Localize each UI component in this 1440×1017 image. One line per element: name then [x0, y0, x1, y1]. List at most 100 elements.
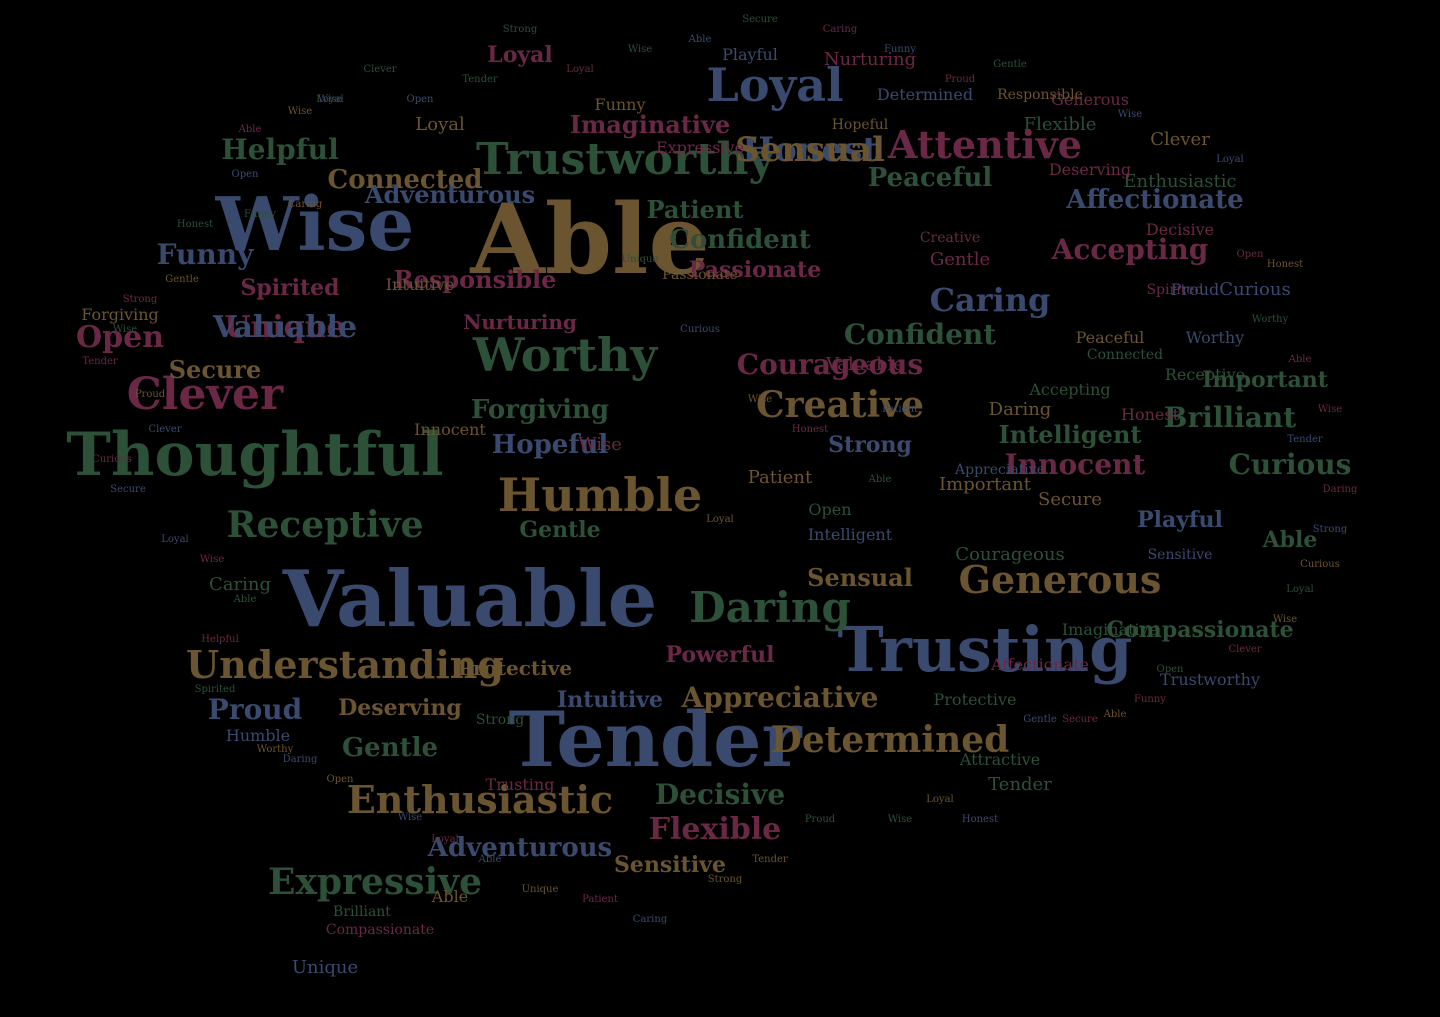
- cloud-word: Nurturing: [463, 310, 577, 334]
- cloud-word: Receptive: [226, 504, 424, 546]
- cloud-word: Gentle: [341, 733, 439, 763]
- cloud-word: Able: [238, 124, 262, 135]
- cloud-word: Valuable: [212, 310, 358, 345]
- cloud-word: Proud: [134, 389, 166, 400]
- cloud-word: Responsible: [997, 87, 1083, 103]
- cloud-word: Able: [1103, 709, 1127, 720]
- cloud-word: Deserving: [1048, 160, 1132, 179]
- cloud-word: Clever: [1228, 644, 1262, 655]
- cloud-word: Loyal: [431, 834, 459, 845]
- cloud-word: Intelligent: [998, 420, 1142, 449]
- cloud-word: Expressive: [655, 138, 745, 157]
- cloud-word: Wise: [1117, 109, 1143, 120]
- cloud-word: Valuable: [825, 354, 905, 375]
- cloud-word: Humble: [497, 468, 703, 522]
- cloud-word: Spirited: [194, 684, 236, 695]
- cloud-word: Patient: [582, 894, 618, 905]
- cloud-word: Strong: [502, 24, 538, 35]
- cloud-word: Able: [470, 183, 710, 296]
- cloud-word: Accepting: [1029, 380, 1111, 399]
- cloud-word: Affectionate: [991, 655, 1089, 674]
- cloud-word: Funny: [594, 95, 646, 114]
- cloud-word: Attractive: [959, 750, 1041, 769]
- cloud-word: Worthy: [1251, 314, 1289, 325]
- cloud-word: Tender: [752, 854, 788, 865]
- cloud-word: Loyal: [1286, 584, 1314, 595]
- cloud-word: Wise: [747, 394, 773, 405]
- cloud-word: Intuitive: [556, 687, 664, 713]
- cloud-word: Loyal: [706, 514, 734, 525]
- cloud-word: Funny: [1134, 694, 1166, 705]
- cloud-word: Compassionate: [325, 922, 435, 938]
- cloud-word: Affectionate: [1066, 185, 1244, 215]
- cloud-word: Generous: [1051, 90, 1129, 109]
- cloud-word: Strong: [828, 432, 912, 458]
- cloud-word: Loyal: [415, 114, 465, 135]
- cloud-word: Able: [868, 474, 892, 485]
- cloud-word: Unique: [224, 310, 346, 345]
- cloud-word: Patient: [882, 404, 918, 415]
- cloud-word: Appreciative: [955, 462, 1045, 478]
- cloud-word: Creative: [756, 384, 924, 426]
- cloud-word: Adventurous: [364, 180, 536, 209]
- cloud-word: Gentle: [1023, 714, 1057, 725]
- cloud-word: Confident: [843, 318, 997, 351]
- cloud-word: Confident: [669, 225, 811, 255]
- cloud-word: Loyal: [1216, 154, 1244, 165]
- cloud-word: Secure: [1062, 714, 1098, 725]
- cloud-word: Loyal: [706, 58, 844, 112]
- cloud-word: Open: [1156, 664, 1184, 675]
- cloud-word: Wise: [112, 324, 138, 335]
- cloud-word: Tender: [988, 774, 1052, 795]
- cloud-word: Innocent: [414, 420, 486, 439]
- cloud-word: Clever: [363, 64, 397, 75]
- cloud-word: Deserving: [338, 695, 462, 721]
- cloud-word: Proud: [804, 814, 836, 825]
- cloud-word: Able: [431, 887, 469, 906]
- cloud-word: Forgiving: [81, 305, 159, 324]
- cloud-word: Imaginative: [569, 110, 731, 139]
- cloud-word: Proud: [207, 693, 303, 726]
- cloud-word: Wise: [199, 554, 225, 565]
- cloud-word: Trusting: [485, 775, 555, 794]
- cloud-word: Secure: [1038, 489, 1102, 510]
- cloud-word: Connected: [327, 165, 483, 195]
- cloud-word: Loyal: [487, 42, 553, 68]
- cloud-word: Wise: [397, 812, 423, 823]
- cloud-word: Caring: [287, 199, 323, 210]
- cloud-word: Daring: [689, 583, 851, 632]
- cloud-word: Understanding: [186, 642, 504, 687]
- cloud-word: Determined: [876, 85, 974, 104]
- cloud-word: Flexible: [648, 812, 782, 847]
- cloud-word: Curious: [1228, 448, 1352, 481]
- cloud-word: Humble: [225, 726, 291, 745]
- cloud-word: Helpful: [221, 133, 339, 166]
- cloud-word: Honest: [1266, 259, 1304, 270]
- cloud-word: Daring: [1322, 484, 1358, 495]
- cloud-word: Wise: [287, 106, 313, 117]
- cloud-word: Sensual: [807, 563, 913, 592]
- cloud-word: Honest: [176, 219, 214, 230]
- cloud-word: Unique: [291, 957, 359, 978]
- cloud-word: Forgiving: [470, 395, 610, 425]
- cloud-word: Sensitive: [1147, 547, 1213, 563]
- cloud-word: Clever: [148, 424, 182, 435]
- cloud-word: Curious: [1300, 559, 1340, 570]
- cloud-word: Expressive: [268, 861, 482, 903]
- cloud-word: Innocent: [1004, 448, 1146, 481]
- cloud-word: Trustworthy: [475, 134, 775, 185]
- cloud-word: Wise: [215, 182, 415, 268]
- cloud-word: Courageous: [736, 348, 924, 381]
- cloud-word: Protective: [933, 690, 1017, 709]
- cloud-word: Important: [1202, 367, 1328, 393]
- cloud-word: Peaceful: [867, 163, 993, 193]
- cloud-word: Gentle: [993, 59, 1027, 70]
- cloud-word: Able: [1288, 354, 1312, 365]
- cloud-word: Trusting: [837, 613, 1133, 686]
- cloud-word: Connected: [1086, 347, 1164, 363]
- cloud-word: Funny: [156, 238, 254, 271]
- cloud-word: Nurturing: [823, 49, 917, 70]
- cloud-word: Sensitive: [614, 852, 726, 878]
- cloud-word: Loyal: [566, 64, 594, 75]
- cloud-word: Intelligent: [807, 525, 893, 544]
